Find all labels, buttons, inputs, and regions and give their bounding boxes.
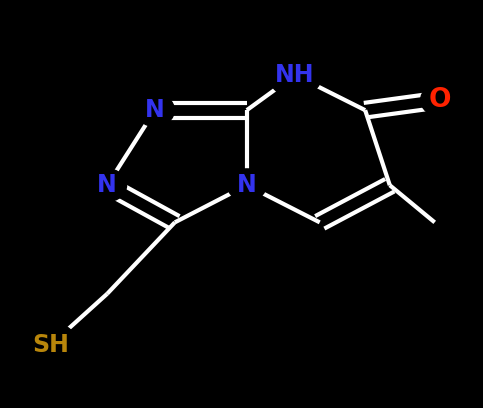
Circle shape [136, 94, 174, 126]
Text: O: O [429, 87, 451, 113]
Text: N: N [145, 98, 165, 122]
Circle shape [227, 169, 266, 202]
Circle shape [269, 53, 322, 98]
Circle shape [24, 322, 77, 367]
Circle shape [88, 169, 127, 202]
Text: NH: NH [275, 63, 315, 87]
Text: SH: SH [32, 333, 69, 357]
Circle shape [421, 84, 459, 116]
Text: N: N [98, 173, 117, 197]
Text: N: N [237, 173, 256, 197]
